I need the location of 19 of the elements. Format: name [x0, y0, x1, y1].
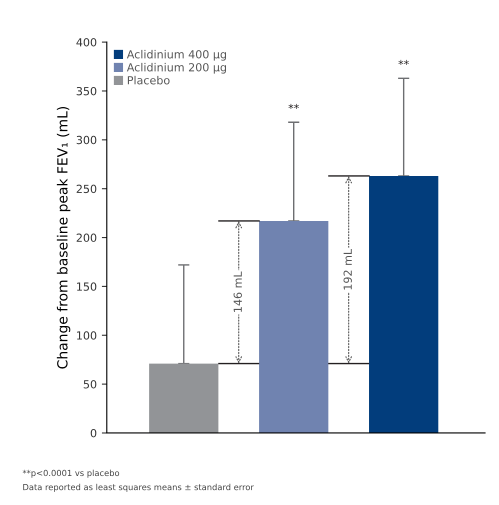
- y-tick-label: 150: [77, 282, 96, 291]
- y-tick-label: 200: [76, 234, 96, 242]
- annotation: 146 mL: [234, 271, 242, 312]
- legend-label: Aclidinium 200 µg: [126, 62, 226, 74]
- y-tick-label: 100: [77, 331, 96, 340]
- y-tick-label: 400: [76, 38, 96, 46]
- legend-label: Placebo: [128, 76, 170, 84]
- y-tick-label: 0: [90, 428, 96, 438]
- text: Data reported as least squares means ± standard error: [23, 484, 254, 492]
- text: **p<0.0001 vs placebo: [22, 470, 120, 478]
- y-axis-title: Change from baseline peak FEV₁ (mL): [56, 106, 70, 369]
- annotation: 192 mL: [344, 248, 352, 290]
- y-tick-label: 350: [76, 86, 96, 96]
- legend-label: Aclidinium 400 µg: [126, 50, 226, 61]
- annotation: **: [288, 104, 299, 109]
- annotation: **: [398, 60, 409, 65]
- y-tick-label: 300: [76, 136, 96, 144]
- y-tick-label: 250: [76, 184, 96, 194]
- y-tick-label: 50: [84, 380, 96, 389]
